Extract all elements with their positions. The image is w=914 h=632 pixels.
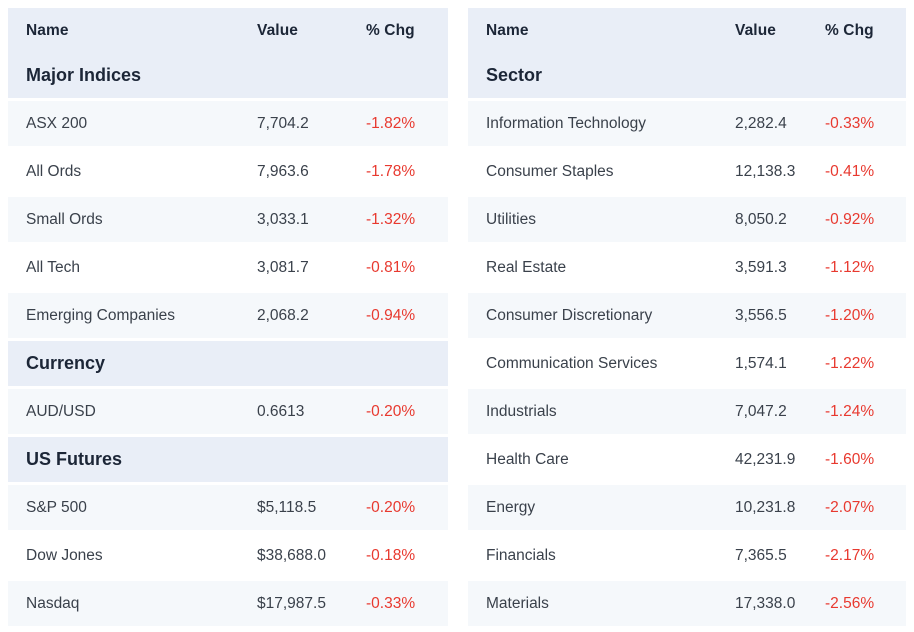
sectors-table: Name Value % Chg Sector Information Technolo…	[468, 8, 906, 626]
table-row: All Ords 7,963.6 -1.78%	[8, 149, 448, 194]
row-name: Consumer Staples	[486, 162, 614, 180]
row-chg: -1.24%	[825, 402, 875, 420]
table-row: Consumer Staples 12,138.3 -0.41%	[468, 149, 906, 194]
section-header: Sector	[468, 53, 906, 98]
row-name: S&P 500	[26, 498, 87, 516]
row-value: 3,591.3	[735, 258, 787, 276]
row-name: AUD/USD	[26, 402, 96, 420]
row-chg: -0.81%	[366, 258, 416, 276]
row-name: Nasdaq	[26, 594, 80, 612]
column-header-value: Value	[735, 21, 776, 39]
table-row: Small Ords 3,033.1 -1.32%	[8, 197, 448, 242]
table-row: Materials 17,338.0 -2.56%	[468, 581, 906, 626]
row-value: 1,574.1	[735, 354, 787, 372]
table-row: Communication Services 1,574.1 -1.22%	[468, 341, 906, 386]
row-name: Small Ords	[26, 210, 103, 228]
row-value: 3,033.1	[257, 210, 309, 228]
indices-table: Name Value % Chg Major Indices ASX 200 7,704.…	[8, 8, 448, 626]
table-row: AUD/USD 0.6613 -0.20%	[8, 389, 448, 434]
section-header: Major Indices	[8, 53, 448, 98]
row-value: $38,688.0	[257, 546, 326, 564]
column-header-row: Name Value % Chg	[468, 8, 906, 53]
table-row: Nasdaq $17,987.5 -0.33%	[8, 581, 448, 626]
table-row: Industrials 7,047.2 -1.24%	[468, 389, 906, 434]
row-chg: -0.41%	[825, 162, 875, 180]
table-row: S&P 500 $5,118.5 -0.20%	[8, 485, 448, 530]
table-row: ASX 200 7,704.2 -1.82%	[8, 101, 448, 146]
row-value: 7,704.2	[257, 114, 309, 132]
row-value: 3,556.5	[735, 306, 787, 324]
row-name: ASX 200	[26, 114, 88, 132]
row-value: 3,081.7	[257, 258, 309, 276]
row-chg: -1.22%	[825, 354, 875, 372]
row-chg: -1.78%	[366, 162, 416, 180]
row-name: Emerging Companies	[26, 306, 176, 324]
row-chg: -0.92%	[825, 210, 875, 228]
row-value: 42,231.9	[735, 450, 796, 468]
column-header-chg: % Chg	[825, 21, 874, 39]
row-value: 7,047.2	[735, 402, 787, 420]
column-header-row: Name Value % Chg	[8, 8, 448, 53]
row-name: Consumer Discretionary	[486, 306, 653, 324]
row-chg: -0.33%	[825, 114, 875, 132]
section-title: Sector	[486, 65, 543, 85]
row-chg: -0.94%	[366, 306, 416, 324]
table-row: Dow Jones $38,688.0 -0.18%	[8, 533, 448, 578]
row-chg: -1.60%	[825, 450, 875, 468]
row-value: 8,050.2	[735, 210, 787, 228]
row-chg: -2.07%	[825, 498, 875, 516]
row-value: 2,068.2	[257, 306, 309, 324]
table-row: Consumer Discretionary 3,556.5 -1.20%	[468, 293, 906, 338]
row-chg: -1.82%	[366, 114, 416, 132]
row-name: Energy	[486, 498, 536, 516]
row-name: Communication Services	[486, 354, 658, 372]
row-value: $5,118.5	[257, 498, 317, 516]
row-value: $17,987.5	[257, 594, 326, 612]
table-row: Financials 7,365.5 -2.17%	[468, 533, 906, 578]
row-chg: -2.17%	[825, 546, 875, 564]
row-value: 7,365.5	[735, 546, 787, 564]
section-header: US Futures	[8, 437, 448, 482]
row-value: 2,282.4	[735, 114, 787, 132]
table-row: Emerging Companies 2,068.2 -0.94%	[8, 293, 448, 338]
column-header-chg: % Chg	[366, 21, 415, 39]
row-name: Health Care	[486, 450, 569, 468]
row-name: Financials	[486, 546, 556, 564]
row-value: 10,231.8	[735, 498, 796, 516]
row-name: Information Technology	[486, 114, 646, 132]
table-row: Utilities 8,050.2 -0.92%	[468, 197, 906, 242]
row-value: 12,138.3	[735, 162, 796, 180]
section-title: US Futures	[26, 449, 123, 469]
row-name: Materials	[486, 594, 549, 612]
row-chg: -1.12%	[825, 258, 875, 276]
column-header-name: Name	[486, 21, 529, 39]
row-name: Utilities	[486, 210, 536, 228]
section-header: Currency	[8, 341, 448, 386]
row-name: Real Estate	[486, 258, 567, 276]
row-value: 7,963.6	[257, 162, 309, 180]
column-header-value: Value	[257, 21, 298, 39]
row-name: All Ords	[26, 162, 82, 180]
row-value: 17,338.0	[735, 594, 796, 612]
section-title: Currency	[26, 353, 106, 373]
row-chg: -2.56%	[825, 594, 875, 612]
row-chg: -0.33%	[366, 594, 416, 612]
row-chg: -1.20%	[825, 306, 875, 324]
row-chg: -0.20%	[366, 498, 416, 516]
row-value: 0.6613	[257, 402, 305, 420]
section-title: Major Indices	[26, 65, 142, 85]
table-row: Health Care 42,231.9 -1.60%	[468, 437, 906, 482]
table-row: Real Estate 3,591.3 -1.12%	[468, 245, 906, 290]
row-chg: -1.32%	[366, 210, 416, 228]
table-row: All Tech 3,081.7 -0.81%	[8, 245, 448, 290]
row-name: Industrials	[486, 402, 557, 420]
row-name: Dow Jones	[26, 546, 103, 564]
row-chg: -0.20%	[366, 402, 416, 420]
table-row: Energy 10,231.8 -2.07%	[468, 485, 906, 530]
row-chg: -0.18%	[366, 546, 416, 564]
row-name: All Tech	[26, 258, 80, 276]
column-header-name: Name	[26, 21, 69, 39]
table-row: Information Technology 2,282.4 -0.33%	[468, 101, 906, 146]
